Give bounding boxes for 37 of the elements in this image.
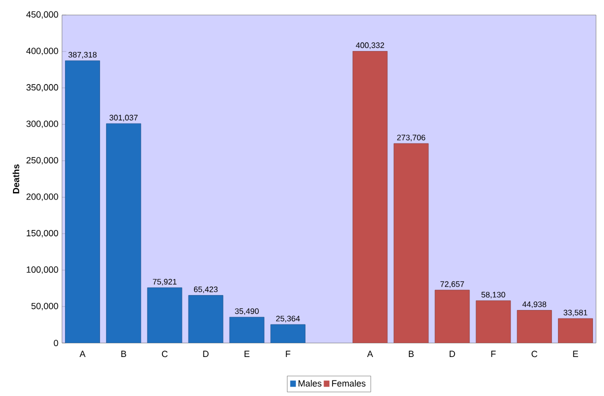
y-tick-label: 100,000 [26, 266, 58, 274]
bar [352, 51, 388, 343]
y-tick-label: 400,000 [26, 48, 58, 56]
bar [106, 123, 142, 343]
bar [516, 310, 552, 343]
x-tick-label: A [367, 350, 374, 357]
x-tick-label: C [532, 350, 538, 358]
x-tick-label: E [573, 350, 578, 357]
bar [558, 318, 593, 343]
bar [229, 316, 264, 343]
legend-label: Females [332, 380, 366, 387]
bar [434, 290, 470, 343]
bar [270, 324, 306, 343]
x-tick-label: D [203, 350, 209, 357]
x-tick-label: D [450, 350, 456, 357]
y-tick-label: 450,000 [26, 11, 58, 19]
x-tick-label: A [80, 350, 86, 357]
y-tick-label: 50,000 [31, 302, 58, 310]
x-tick-label: F [491, 350, 496, 357]
legend-label: Males [298, 380, 322, 387]
y-tick-label: 150,000 [26, 230, 58, 238]
bar [394, 143, 429, 343]
x-tick-label: B [121, 350, 126, 357]
y-axis-title: Deaths [12, 164, 20, 194]
y-tick-label: 300,000 [26, 120, 58, 128]
x-tick-label: E [244, 350, 250, 357]
y-tick-label: 250,000 [26, 157, 58, 164]
bar [147, 287, 182, 343]
y-tick-label: 350,000 [26, 84, 58, 92]
x-tick-label: F [286, 350, 290, 357]
y-tick-label: 200,000 [26, 194, 58, 201]
bar [65, 60, 100, 343]
y-tick-label: 0 [54, 340, 58, 346]
bar [476, 300, 511, 343]
bar [188, 295, 224, 343]
x-tick-label: B [408, 350, 414, 357]
x-tick-label: C [162, 350, 168, 358]
